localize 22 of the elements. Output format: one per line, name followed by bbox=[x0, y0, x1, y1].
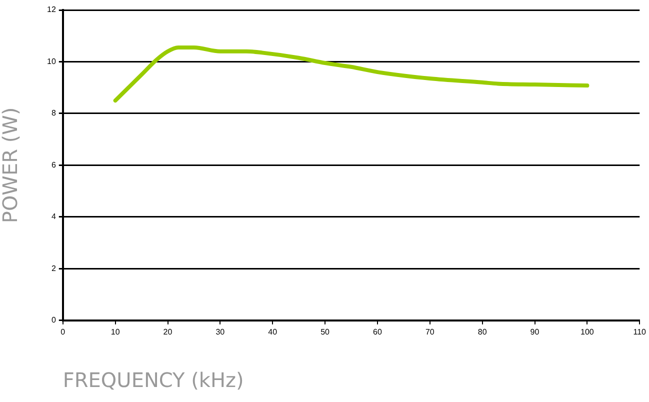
x-tick-label: 0 bbox=[60, 327, 66, 336]
x-tick-label: 60 bbox=[373, 327, 382, 336]
line-series bbox=[113, 46, 590, 103]
y-tick-label: 8 bbox=[51, 108, 56, 118]
x-tick-label: 10 bbox=[110, 327, 120, 336]
y-axis-title: POWER (W) bbox=[0, 107, 22, 224]
y-tick-label: 6 bbox=[51, 160, 56, 170]
x-tick-label: 50 bbox=[320, 327, 330, 336]
y-tick-label: 12 bbox=[46, 5, 56, 14]
x-tick-label: 20 bbox=[163, 327, 173, 336]
x-tick-label: 110 bbox=[633, 327, 647, 336]
y-tick-label: 4 bbox=[51, 212, 56, 222]
x-tick-label: 70 bbox=[425, 327, 435, 336]
y-tick-label: 0 bbox=[51, 316, 56, 325]
x-axis-title: FREQUENCY (kHz) bbox=[62, 368, 244, 392]
y-tick-label: 2 bbox=[51, 264, 56, 273]
x-tick-label: 80 bbox=[478, 327, 488, 336]
y-tick-label: 10 bbox=[46, 56, 56, 66]
x-tick-label: 90 bbox=[530, 327, 540, 336]
x-tick-label: 100 bbox=[580, 327, 594, 336]
x-tick-label: 30 bbox=[216, 327, 226, 336]
x-tick-label: 40 bbox=[268, 327, 278, 336]
